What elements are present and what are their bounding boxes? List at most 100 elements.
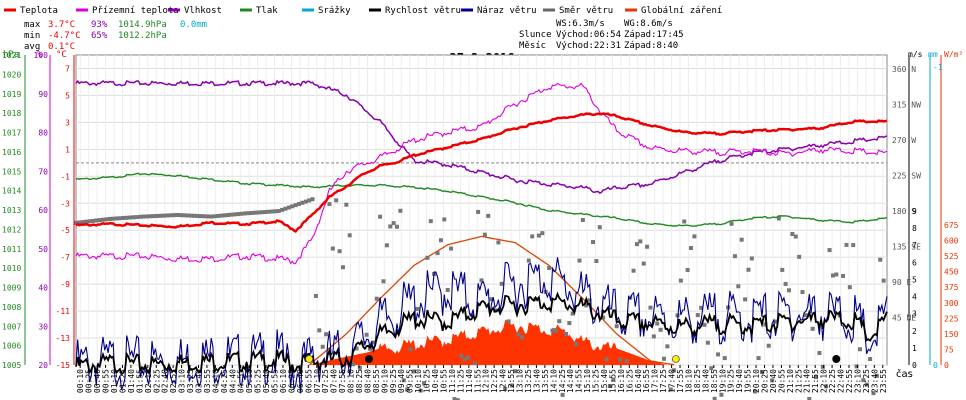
wind-dir-point xyxy=(685,267,690,272)
wind-dir-point xyxy=(817,350,822,355)
legend-label: Směr větru xyxy=(559,6,613,16)
wind-dir-point xyxy=(570,311,575,316)
wind-dir-point xyxy=(398,208,403,213)
wind-dir-point xyxy=(689,246,694,251)
dir-tick-label: 270 W xyxy=(892,136,916,145)
x-tick-label: 22:40 xyxy=(837,369,846,393)
wind-dir-point xyxy=(171,213,176,218)
wind-dir-point xyxy=(374,296,379,301)
wind-dir-point xyxy=(222,213,227,218)
x-tick-label: 19:40 xyxy=(735,369,744,393)
wind-dir-point xyxy=(101,217,106,222)
hpa-tick-label: 1007 xyxy=(2,322,21,331)
wind-dir-point xyxy=(567,321,572,326)
wind-dir-point xyxy=(560,392,565,397)
wind-dir-point xyxy=(526,258,531,263)
wind-dir-point xyxy=(114,216,119,221)
wind-dir-point xyxy=(188,213,193,218)
wind-dir-point xyxy=(705,340,710,345)
wind-dir-point xyxy=(320,344,325,349)
wind-dir-point xyxy=(293,203,298,208)
deg-tick-label: -15 xyxy=(56,361,71,370)
solar-theoretical-line xyxy=(308,235,675,366)
x-tick-label: 16:55 xyxy=(642,369,651,393)
wind-dir-point xyxy=(520,335,525,340)
deg-tick-label: -5 xyxy=(60,226,70,235)
hpa-tick-label: 1015 xyxy=(2,167,21,176)
legend-label: Tlak xyxy=(256,6,278,16)
wind-dir-point xyxy=(550,328,555,333)
wind-dir-point xyxy=(239,211,244,216)
wind-dir-point xyxy=(307,198,312,203)
wind-dir-point xyxy=(290,204,295,209)
wind-ws: WS:6.3m/s xyxy=(556,19,605,29)
x-tick-label: 16:40 xyxy=(634,369,643,393)
wind-dir-point xyxy=(219,213,224,218)
x-tick-label: 09:40 xyxy=(397,369,406,393)
wind-dir-point xyxy=(763,322,768,327)
deg-tick-label: 5 xyxy=(65,91,70,100)
sunrise-marker xyxy=(305,355,314,363)
wind-dir-point xyxy=(729,221,734,226)
wind-dir-point xyxy=(841,273,846,278)
wind-dir-point xyxy=(232,212,237,217)
wind-dir-point xyxy=(854,364,859,369)
wm2-tick-label: 75 xyxy=(944,345,954,354)
deg-tick-label: -3 xyxy=(60,199,70,208)
x-tick-label: 03:25 xyxy=(186,369,195,393)
x-tick-label: 09:25 xyxy=(389,369,398,393)
legend-label: Globální záření xyxy=(641,6,722,16)
moon-label: Měsíc xyxy=(519,41,546,51)
x-tick-label: 02:10 xyxy=(144,369,153,393)
wind-dir-point xyxy=(455,398,460,400)
wm2-tick-label: 0 xyxy=(944,361,949,370)
deg-tick-label: -11 xyxy=(56,307,71,316)
solar-area xyxy=(309,320,668,365)
dir-tick-label: 180 S xyxy=(892,207,916,216)
x-tick-label: 08:10 xyxy=(347,369,356,393)
wind-dir-point xyxy=(773,319,778,324)
sun-moon-info: WS:6.3m/s WG:8.6m/s Slunce Východ:06:54 … xyxy=(519,19,684,51)
wm2-tick-label: 375 xyxy=(944,283,959,292)
wind-dir-point xyxy=(266,209,271,214)
wind-dir-point xyxy=(212,214,217,219)
x-tick-label: 02:55 xyxy=(169,369,178,393)
wind-dir-point xyxy=(668,387,673,392)
wind-dir-point xyxy=(442,217,447,222)
x-tick-label: 23:10 xyxy=(853,369,862,393)
wind-dir-point xyxy=(144,214,149,219)
wind-dir-point xyxy=(770,378,775,383)
x-tick-label: 04:55 xyxy=(237,369,246,393)
wind-dir-point xyxy=(273,209,278,214)
wind-dir-point xyxy=(759,369,764,374)
x-tick-label: 15:55 xyxy=(608,369,617,393)
legend-label: Náraz větru xyxy=(477,6,537,16)
moonrise-marker xyxy=(832,355,841,363)
wind-dir-point xyxy=(148,214,153,219)
x-tick-label: 03:40 xyxy=(194,369,203,393)
x-tick-label: 05:25 xyxy=(254,369,263,393)
wind-dir-point xyxy=(547,265,552,270)
wind-dir-point xyxy=(847,285,852,290)
wind-dir-point xyxy=(354,346,359,351)
wind-dir-point xyxy=(185,213,190,218)
x-tick-label: 09:55 xyxy=(406,369,415,393)
wind-dir-point xyxy=(226,213,231,217)
wind-dir-point xyxy=(263,210,268,215)
wind-dir-point xyxy=(638,239,643,244)
x-tick-label: 14:25 xyxy=(558,369,567,393)
wind-dir-point xyxy=(192,213,197,218)
wind-dir-point xyxy=(371,340,376,345)
x-tick-label: 00:40 xyxy=(93,369,102,393)
wind-dir-point xyxy=(506,319,511,324)
hpa-tick-label: 1020 xyxy=(2,70,21,79)
wind-dir-point xyxy=(415,306,420,311)
x-tick-label: 21:55 xyxy=(811,369,820,393)
wind-dir-point xyxy=(84,219,89,224)
wind-dir-point xyxy=(94,218,99,223)
x-tick-label: 10:25 xyxy=(423,369,432,393)
wind-dir-point xyxy=(364,332,369,337)
x-tick-label: 06:55 xyxy=(304,369,313,393)
wind-dir-point xyxy=(766,343,771,348)
stat-min-pres: 1012.2hPa xyxy=(118,31,167,41)
